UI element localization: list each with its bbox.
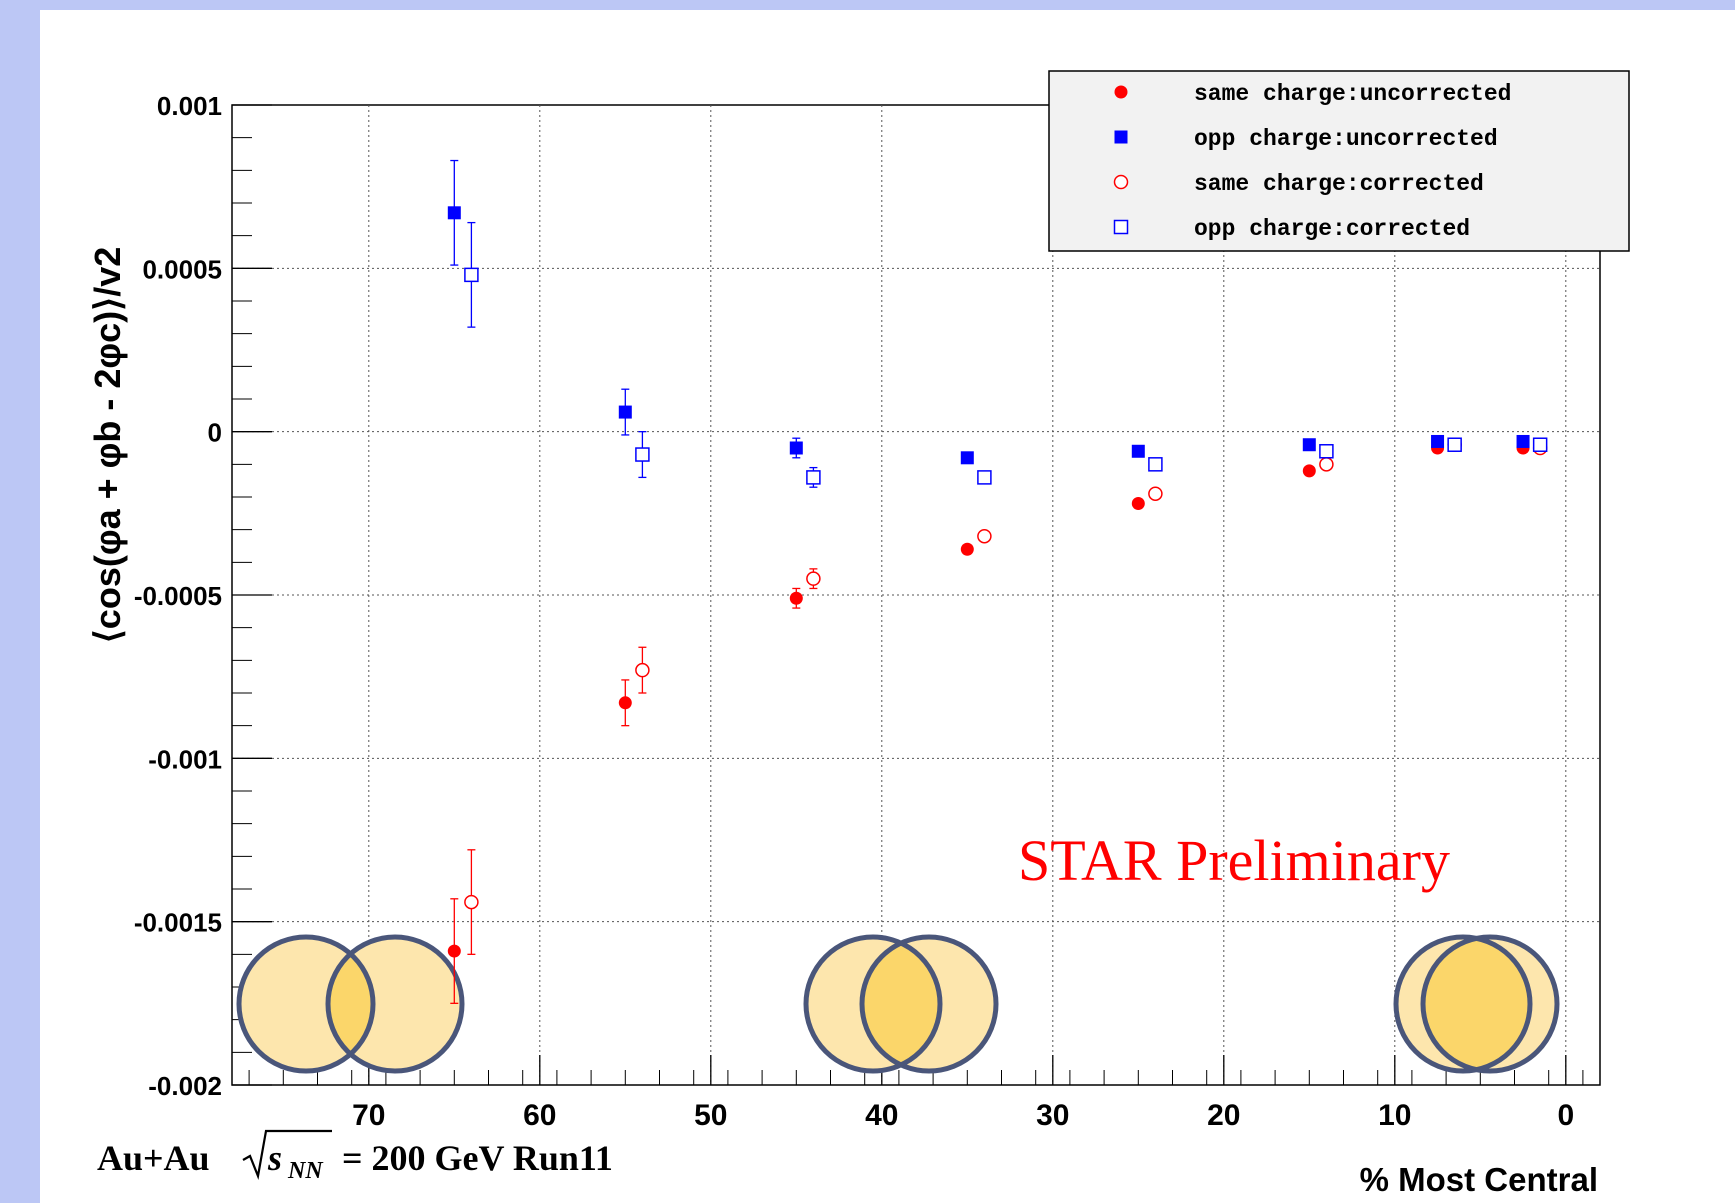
data-point (1447, 437, 1462, 452)
data-point (1431, 434, 1445, 448)
data-point (447, 206, 461, 220)
data-point (1148, 486, 1163, 501)
nucleus-outline (1420, 934, 1560, 1074)
data-point (789, 441, 803, 455)
grid (232, 105, 1600, 1085)
x-axis-label: % Most Central (1360, 1161, 1598, 1198)
data-point (635, 447, 650, 462)
overlap-region (862, 937, 940, 1071)
legend-label: opp charge:corrected (1194, 216, 1470, 242)
x-tick-label: 40 (865, 1099, 898, 1132)
star-preliminary-label: STAR Preliminary (1018, 828, 1450, 893)
legend-marker (1114, 85, 1128, 99)
data-point (977, 470, 992, 485)
legend-marker (1114, 130, 1128, 144)
slide-margin (0, 240, 40, 1203)
x-tick-label: 50 (694, 1099, 727, 1132)
data-point (789, 591, 803, 605)
data-point (635, 662, 650, 678)
series-filled-circle (447, 441, 1530, 1004)
nucleus-outline (236, 934, 376, 1074)
y-tick-label: 0.0005 (142, 254, 222, 284)
collision-system: Au+Au (97, 1138, 210, 1178)
legend-box (1048, 70, 1630, 252)
data-point (1532, 437, 1548, 452)
x-tick-label: 10 (1378, 1099, 1411, 1132)
nucleus-overlap-diagram (1393, 934, 1560, 1074)
data-point (1319, 444, 1334, 459)
legend-label: same charge:uncorrected (1194, 81, 1511, 107)
data-point (806, 571, 821, 586)
data-points (447, 159, 1548, 1004)
axis-ticks (232, 104, 1584, 1086)
data-point (1131, 497, 1145, 511)
y-tick-label: -0.002 (148, 1071, 222, 1101)
nucleus-overlap-diagram (236, 934, 465, 1074)
sqrt-snn-symbol: s NN (242, 1129, 332, 1184)
data-point (960, 451, 974, 465)
nucleus-overlap-diagram (803, 934, 999, 1074)
data-point (1516, 434, 1530, 448)
y-tick-label: 0 (208, 418, 222, 448)
collision-energy: = 200 GeV Run11 (342, 1138, 613, 1178)
data-point (1319, 457, 1334, 472)
series-open-square (464, 221, 1548, 488)
nucleus-outline (859, 934, 999, 1074)
data-point (977, 528, 992, 544)
legend: same charge:uncorrected opp charge:uncorr… (1048, 70, 1630, 252)
x-tick-label: 70 (352, 1099, 385, 1132)
data-point (447, 944, 461, 958)
x-tick-label: 0 (1557, 1099, 1574, 1132)
collision-overlap-diagrams (236, 934, 1560, 1074)
data-point (1148, 457, 1163, 472)
nucleus-outline (325, 934, 465, 1074)
legend-marker (1113, 174, 1129, 190)
svg-text:NN: NN (287, 1158, 324, 1184)
nucleus-outline (1393, 934, 1533, 1074)
legend-marker (1113, 219, 1129, 235)
y-axis-label: ⟨cos(φa + φb - 2φc)⟩/v2 (87, 247, 128, 643)
data-point (806, 470, 821, 485)
series-filled-square (447, 159, 1530, 465)
data-point (464, 894, 479, 910)
y-tick-label: 0.001 (157, 91, 222, 121)
tick-labels: 70 60 50 40 30 20 10 0 0.001 0.0005 0 -0.0005 -0.001… (134, 91, 1574, 1132)
data-point (1302, 438, 1316, 452)
y-tick-label: -0.0005 (134, 581, 222, 611)
data-point (618, 696, 632, 710)
data-point (464, 267, 479, 283)
data-point (1302, 464, 1316, 478)
nucleus-outline (803, 934, 943, 1074)
y-tick-label: -0.001 (148, 744, 222, 774)
collision-info: Au+Au s NN = 200 GeV Run11 (97, 1129, 613, 1184)
data-point (960, 542, 974, 556)
x-tick-label: 20 (1207, 1099, 1240, 1132)
legend-label: same charge:corrected (1194, 171, 1484, 197)
data-point (618, 405, 632, 419)
svg-text:s: s (267, 1138, 282, 1178)
x-tick-label: 30 (1036, 1099, 1069, 1132)
x-tick-label: 60 (523, 1099, 556, 1132)
legend-label: opp charge:uncorrected (1194, 126, 1498, 152)
data-point (1131, 444, 1145, 458)
y-tick-label: -0.0015 (134, 908, 222, 938)
